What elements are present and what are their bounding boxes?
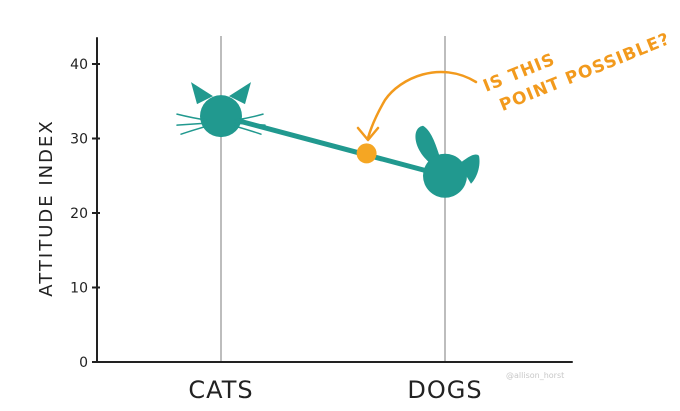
y-tick-label: 0 xyxy=(79,355,88,371)
x-tick-label-cats: CATS xyxy=(188,376,253,404)
y-tick-label: 30 xyxy=(70,132,88,148)
dog-head-icon xyxy=(415,125,480,198)
x-tick-labels: CATS DOGS xyxy=(188,376,482,404)
cat-head-icon xyxy=(176,82,266,138)
series-line xyxy=(218,113,448,179)
y-axis-label: ATTITUDE INDEX xyxy=(36,119,57,296)
highlighted-point xyxy=(356,143,377,164)
y-tick-label: 40 xyxy=(70,57,88,73)
y-tick-label: 10 xyxy=(70,281,88,297)
annotation-arrow xyxy=(356,70,478,142)
y-ticks: 0 10 20 30 40 xyxy=(70,57,100,371)
annotation-text: IS THIS POINT POSSIBLE? xyxy=(480,29,673,116)
credit-watermark: @allison_horst xyxy=(506,371,564,380)
category-gridlines xyxy=(220,36,446,362)
x-tick-label-dogs: DOGS xyxy=(407,376,482,404)
y-tick-label: 20 xyxy=(70,206,88,222)
